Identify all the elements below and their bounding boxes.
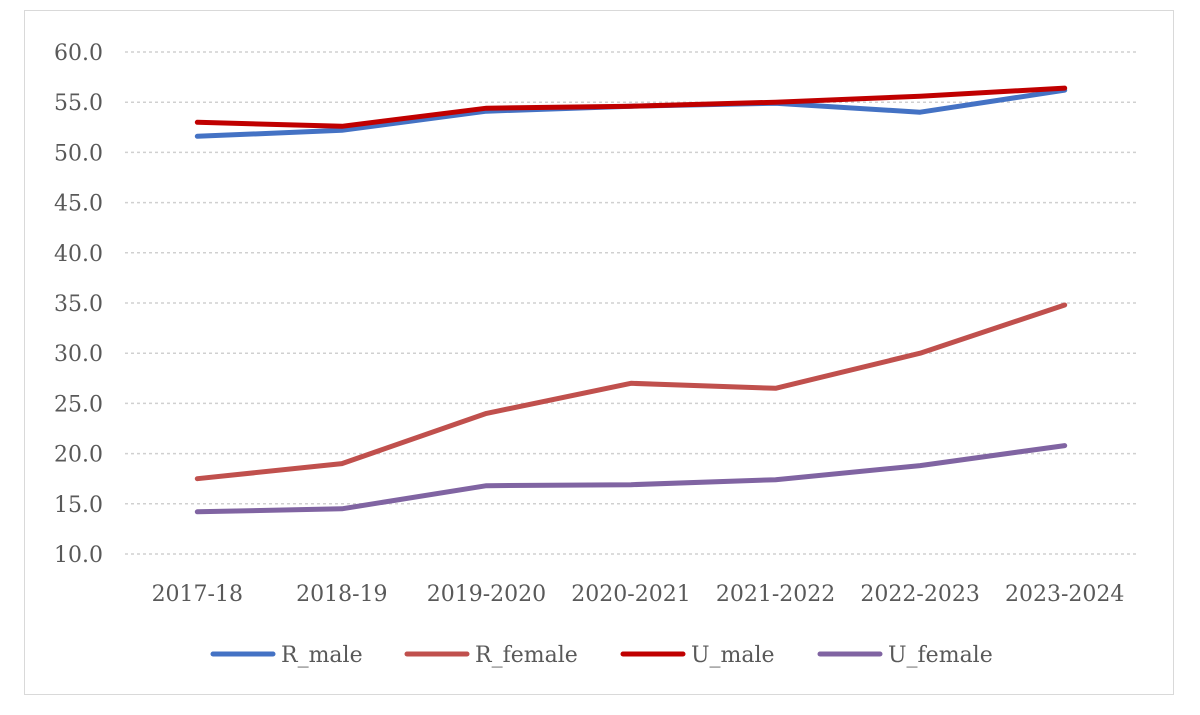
x-tick-label: 2022-2023 — [860, 582, 979, 607]
y-tick-label: 35.0 — [54, 292, 103, 317]
legend-label: U_female — [888, 643, 993, 668]
x-tick-label: 2020-2021 — [571, 582, 690, 607]
x-tick-label: 2018-19 — [296, 582, 387, 607]
x-tick-label: 2021-2022 — [716, 582, 835, 607]
y-tick-label: 55.0 — [54, 91, 103, 116]
legend: R_male R_female U_male U_female — [210, 643, 993, 668]
series-lines — [194, 85, 1068, 515]
series-line-r-female — [194, 302, 1068, 482]
y-tick-label: 15.0 — [54, 493, 103, 518]
y-tick-label: 40.0 — [54, 242, 103, 267]
y-tick-label: 60.0 — [54, 41, 103, 66]
y-tick-label: 10.0 — [54, 543, 103, 568]
legend-label: R_female — [475, 643, 578, 668]
y-tick-label: 45.0 — [54, 192, 103, 217]
chart-frame: 10.0 15.0 20.0 25.0 30.0 35.0 40.0 45.0 50.0 55.0… — [24, 10, 1174, 695]
y-tick-label: 20.0 — [54, 443, 103, 468]
x-tick-label: 2017-18 — [152, 582, 243, 607]
legend-label: R_male — [281, 643, 363, 668]
y-tick-label: 30.0 — [54, 342, 103, 367]
series-line-u-female — [194, 443, 1068, 515]
x-axis-tick-labels: 2017-18 2018-19 2019-2020 2020-2021 2021-202… — [152, 582, 1125, 607]
legend-label: U_male — [691, 643, 775, 668]
line-chart: 10.0 15.0 20.0 25.0 30.0 35.0 40.0 45.0 50.0 55.0… — [54, 41, 1137, 668]
y-tick-label: 50.0 — [54, 141, 103, 166]
y-tick-label: 25.0 — [54, 392, 103, 417]
x-tick-label: 2019-2020 — [427, 582, 546, 607]
grid-lines — [125, 51, 1137, 555]
y-axis-tick-labels: 10.0 15.0 20.0 25.0 30.0 35.0 40.0 45.0 50.0 55.0… — [54, 41, 103, 568]
series-line-u-male — [194, 85, 1068, 129]
x-tick-label: 2023-2024 — [1005, 582, 1124, 607]
